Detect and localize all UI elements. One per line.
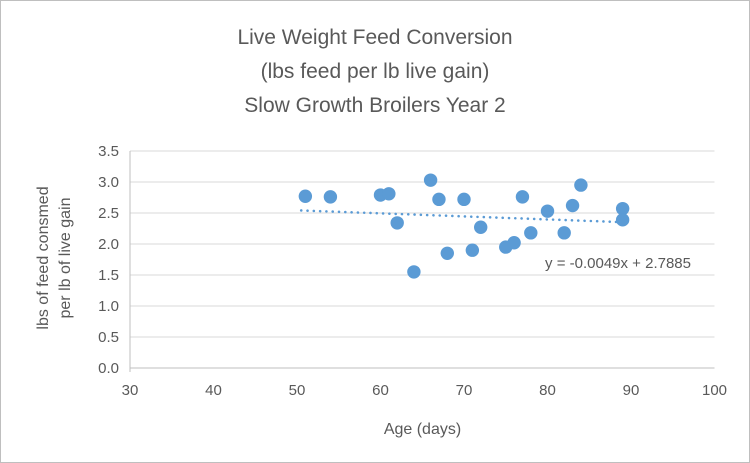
y-tick-label: 1.5: [98, 267, 119, 284]
x-tick-label: 50: [289, 382, 306, 399]
y-tick-label: 1.0: [98, 298, 119, 315]
x-axis-title: Age (days): [383, 421, 462, 438]
y-tick-label: 3.0: [98, 174, 119, 191]
x-tick-label: 80: [539, 382, 556, 399]
y-tick-label: 0.0: [98, 360, 119, 377]
data-point: [515, 190, 530, 204]
chart-title-line-3: Slow Growth Broilers Year 2: [244, 94, 506, 117]
data-point: [615, 213, 630, 227]
data-point: [440, 246, 454, 260]
y-tick-label: 3.5: [98, 143, 119, 160]
data-point: [524, 226, 538, 240]
chart-title-line-1: Live Weight Feed Conversion: [237, 26, 513, 49]
trendline: [299, 209, 620, 224]
data-point: [457, 192, 471, 207]
x-tick-label: 30: [122, 382, 139, 399]
data-point: [474, 220, 488, 234]
x-tick-label: 40: [205, 382, 222, 399]
y-tick-label: 2.5: [98, 205, 119, 222]
y-axis-title: lbs of feed consmed per lb of live gain: [33, 186, 77, 329]
x-tick-label: 90: [623, 382, 640, 399]
data-point: [557, 226, 571, 240]
y-tick-label: 2.0: [98, 236, 119, 253]
y-axis-title-line-2: per lb of live gain: [57, 197, 74, 319]
data-point: [390, 216, 404, 230]
x-tick-label: 60: [372, 382, 389, 399]
data-point: [565, 198, 580, 213]
data-point: [574, 178, 588, 192]
y-axis-title-line-1: lbs of feed consmed: [35, 186, 52, 330]
data-point: [540, 204, 555, 218]
data-point: [465, 243, 480, 257]
data-point: [615, 201, 630, 216]
data-point: [423, 173, 438, 187]
data-point: [323, 190, 338, 204]
data-point: [382, 187, 396, 201]
chart-title-line-2: (lbs feed per lb live gain): [260, 60, 490, 83]
y-tick-label: 0.5: [98, 329, 119, 346]
data-point: [432, 192, 446, 207]
data-point: [407, 265, 421, 279]
x-tick-label: 70: [456, 382, 473, 399]
x-tick-label: 100: [702, 382, 727, 399]
data-point: [298, 189, 313, 203]
trendline-equation: y = -0.0049x + 2.7885: [545, 255, 691, 272]
data-point: [507, 236, 521, 250]
chart-title: Live Weight Feed Conversion (lbs feed pe…: [1, 21, 749, 123]
